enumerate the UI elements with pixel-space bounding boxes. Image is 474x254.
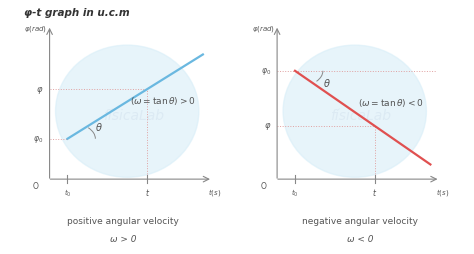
- Text: $\varphi_0$: $\varphi_0$: [34, 134, 44, 145]
- Text: $t$: $t$: [372, 187, 377, 198]
- Text: $t$: $t$: [145, 187, 150, 198]
- Text: $(\omega = \tan\theta) > 0$: $(\omega = \tan\theta) > 0$: [130, 95, 196, 107]
- Text: $t_0$: $t_0$: [64, 187, 71, 198]
- Text: O: O: [33, 181, 38, 190]
- Text: físicaLab: físicaLab: [330, 108, 391, 122]
- Text: $\theta$: $\theta$: [95, 120, 103, 132]
- Text: $t(s)$: $t(s)$: [436, 187, 449, 198]
- Text: ω < 0: ω < 0: [347, 234, 374, 243]
- Text: positive angular velocity: positive angular velocity: [67, 216, 179, 226]
- Text: $\varphi(rad)$: $\varphi(rad)$: [25, 24, 47, 34]
- Text: físicaLab: físicaLab: [103, 108, 164, 122]
- Circle shape: [55, 46, 199, 178]
- Text: $\varphi(rad)$: $\varphi(rad)$: [252, 24, 275, 34]
- Circle shape: [283, 46, 427, 178]
- Text: O: O: [260, 181, 266, 190]
- Text: $t_0$: $t_0$: [291, 187, 299, 198]
- Text: φ-t graph in u.c.m: φ-t graph in u.c.m: [24, 8, 129, 18]
- Text: $\theta$: $\theta$: [323, 76, 331, 88]
- Text: $\varphi_0$: $\varphi_0$: [261, 66, 271, 77]
- Text: negative angular velocity: negative angular velocity: [302, 216, 418, 226]
- Text: $t(s)$: $t(s)$: [208, 187, 221, 198]
- Text: $(\omega = \tan\theta) < 0$: $(\omega = \tan\theta) < 0$: [358, 97, 423, 109]
- Text: $\varphi$: $\varphi$: [36, 84, 44, 95]
- Text: ω > 0: ω > 0: [110, 234, 137, 243]
- Text: $\varphi$: $\varphi$: [264, 121, 271, 132]
